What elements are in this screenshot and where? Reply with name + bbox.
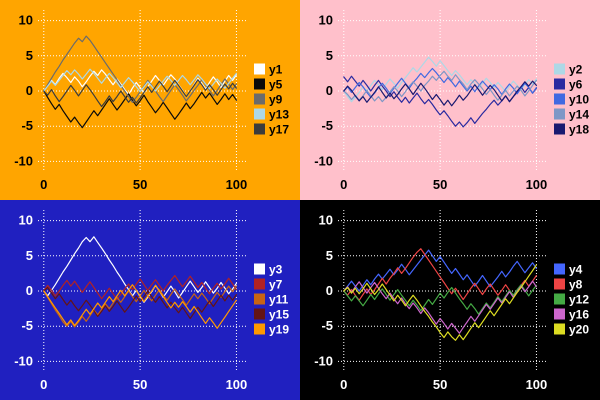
series-line-y13 xyxy=(43,68,237,93)
y-tick-label: -10 xyxy=(314,153,333,168)
legend-label-y13: y13 xyxy=(269,108,289,122)
series-line-y4 xyxy=(343,249,537,292)
y-tick-label: -10 xyxy=(14,153,33,168)
panel-bottom-right: -10 -5 0 5 10 0 50 100 y4 y8 y12 y16 y20 xyxy=(300,200,600,400)
legend-swatch-y5 xyxy=(254,78,265,90)
legend-label-y18: y18 xyxy=(569,123,589,137)
series-line-y1 xyxy=(43,69,237,98)
legend-label-y15: y15 xyxy=(269,308,289,322)
legend-swatch-y4 xyxy=(554,263,565,275)
x-tick-label: 0 xyxy=(340,377,347,392)
legend-swatch-y2 xyxy=(554,63,565,75)
legend-swatch-y7 xyxy=(254,278,265,290)
y-tick-label: 5 xyxy=(326,248,333,263)
x-tick-label: 100 xyxy=(526,377,548,392)
legend-label-y19: y19 xyxy=(269,323,289,337)
legend-label-y5: y5 xyxy=(269,78,283,92)
legend-swatch-y3 xyxy=(254,263,265,275)
legend-swatch-y9 xyxy=(254,93,265,105)
y-tick-label: -5 xyxy=(21,318,33,333)
panel-top-right: -10 -5 0 5 10 0 50 100 y2 y6 y10 y14 y18 xyxy=(300,0,600,200)
y-tick-label: 10 xyxy=(319,13,333,28)
legend-label-y1: y1 xyxy=(269,63,283,77)
legend-label-y20: y20 xyxy=(569,323,589,337)
y-tick-label: 0 xyxy=(326,283,333,298)
legend-label-y17: y17 xyxy=(269,123,289,137)
y-tick-label: 5 xyxy=(326,48,333,63)
series-line-y5 xyxy=(43,90,237,129)
legend-swatch-y14 xyxy=(554,108,565,120)
series-line-y18 xyxy=(343,80,537,107)
x-tick-label: 50 xyxy=(133,177,147,192)
legend-swatch-y18 xyxy=(554,123,565,135)
series-line-y15 xyxy=(43,286,237,320)
y-tick-label: -5 xyxy=(321,318,333,333)
legend-swatch-y6 xyxy=(554,78,565,90)
legend-label-y2: y2 xyxy=(569,63,583,77)
legend-label-y6: y6 xyxy=(569,78,583,92)
legend-label-y11: y11 xyxy=(269,293,289,307)
y-tick-label: 10 xyxy=(19,213,33,228)
y-tick-label: -5 xyxy=(21,118,33,133)
legend-label-y8: y8 xyxy=(569,278,583,292)
x-tick-label: 50 xyxy=(133,377,147,392)
panel-top-left: -10 -5 0 5 10 0 50 100 y1 y5 y9 y13 y17 xyxy=(0,0,300,200)
legend-label-y7: y7 xyxy=(269,278,283,292)
legend-swatch-y13 xyxy=(254,108,265,120)
y-tick-label: -10 xyxy=(14,353,33,368)
x-tick-label: 50 xyxy=(433,377,447,392)
series-line-y17 xyxy=(43,79,237,108)
legend-swatch-y11 xyxy=(254,293,265,305)
legend-swatch-y12 xyxy=(554,293,565,305)
y-tick-label: 5 xyxy=(26,48,33,63)
y-tick-label: 5 xyxy=(26,248,33,263)
x-tick-label: 0 xyxy=(340,177,347,192)
x-tick-label: 0 xyxy=(40,177,47,192)
x-tick-label: 0 xyxy=(40,377,47,392)
x-tick-label: 100 xyxy=(226,377,248,392)
x-tick-label: 100 xyxy=(526,177,548,192)
legend-swatch-y1 xyxy=(254,63,265,75)
legend-label-y12: y12 xyxy=(569,293,589,307)
y-tick-label: 0 xyxy=(326,83,333,98)
y-tick-label: -5 xyxy=(321,118,333,133)
y-tick-label: 0 xyxy=(26,283,33,298)
legend-swatch-y17 xyxy=(254,123,265,135)
series-line-y12 xyxy=(343,284,537,315)
legend-label-y10: y10 xyxy=(569,93,589,107)
legend-swatch-y20 xyxy=(554,323,565,335)
y-tick-label: -10 xyxy=(314,353,333,368)
y-tick-label: 10 xyxy=(319,213,333,228)
series-line-y14 xyxy=(343,70,537,103)
y-tick-label: 10 xyxy=(19,13,33,28)
panel-bottom-left: -10 -5 0 5 10 0 50 100 y3 y7 y11 y15 y19 xyxy=(0,200,300,400)
legend-label-y9: y9 xyxy=(269,93,283,107)
legend-label-y14: y14 xyxy=(569,108,589,122)
x-tick-label: 50 xyxy=(433,177,447,192)
legend-label-y3: y3 xyxy=(269,263,283,277)
series-line-y16 xyxy=(343,280,537,334)
legend-label-y4: y4 xyxy=(569,263,583,277)
legend-swatch-y10 xyxy=(554,93,565,105)
plot-background xyxy=(0,0,300,200)
x-tick-label: 100 xyxy=(226,177,248,192)
legend-swatch-y19 xyxy=(254,323,265,335)
legend-label-y16: y16 xyxy=(569,308,589,322)
legend-swatch-y15 xyxy=(254,308,265,320)
legend-swatch-y8 xyxy=(554,278,565,290)
series-line-y7 xyxy=(43,274,237,301)
series-line-y20 xyxy=(343,264,537,341)
series-line-y8 xyxy=(343,248,537,301)
y-tick-label: 0 xyxy=(26,83,33,98)
series-line-y19 xyxy=(43,284,237,329)
plot-background xyxy=(300,200,600,400)
legend-swatch-y16 xyxy=(554,308,565,320)
